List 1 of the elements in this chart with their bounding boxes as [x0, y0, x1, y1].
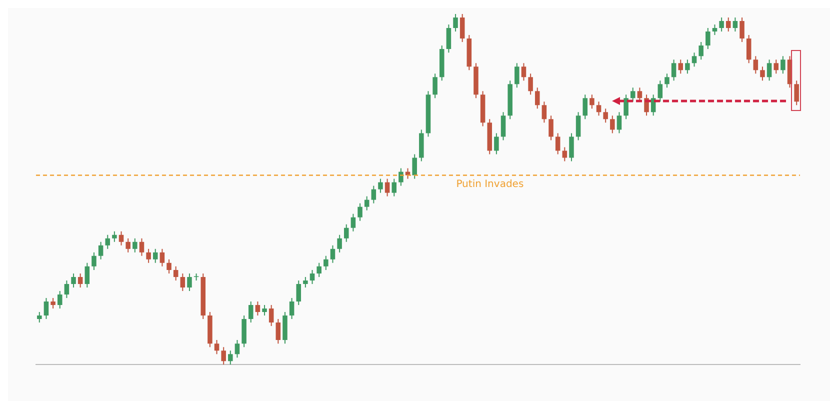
ref-line-label: Putin Invades [456, 178, 524, 190]
